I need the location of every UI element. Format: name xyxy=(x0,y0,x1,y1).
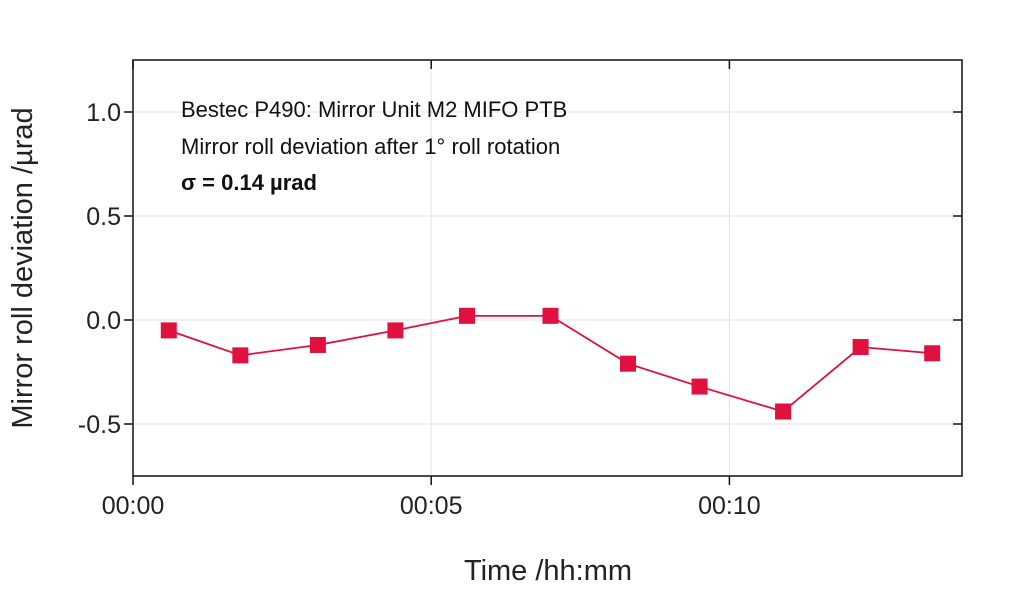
annotation-line-2: Mirror roll deviation after 1° roll rota… xyxy=(181,134,560,159)
x-tick-label: 00:00 xyxy=(102,492,165,520)
annotation-sigma: σ = 0.14 µrad xyxy=(181,170,317,195)
y-tick-label: 0.5 xyxy=(86,203,121,231)
y-axis-title: Mirror roll deviation /µrad xyxy=(7,107,39,428)
data-point xyxy=(309,336,326,353)
data-point xyxy=(232,347,249,364)
y-tick-label: 1.0 xyxy=(86,99,121,127)
grid xyxy=(132,60,962,476)
plot-frame xyxy=(132,59,963,477)
x-axis-title: Time /hh:mm xyxy=(464,555,632,587)
y-tick-label: 0.0 xyxy=(86,307,121,335)
data-point xyxy=(542,307,559,324)
data-point xyxy=(620,355,637,372)
series xyxy=(160,307,941,420)
y-axis-ticks: 1.0 0.5 0.0 -0.5 xyxy=(78,99,962,439)
x-tick-label: 00:10 xyxy=(698,492,761,520)
annotation-block: Bestec P490: Mirror Unit M2 MIFO PTB Mir… xyxy=(181,97,567,195)
x-tick-label: 00:05 xyxy=(400,492,463,520)
data-point xyxy=(775,403,792,420)
data-point xyxy=(691,378,708,395)
y-tick-label: -0.5 xyxy=(78,411,121,439)
data-point xyxy=(160,322,177,339)
series-line xyxy=(168,314,933,413)
data-point xyxy=(924,345,941,362)
annotation-line-1: Bestec P490: Mirror Unit M2 MIFO PTB xyxy=(181,97,567,122)
data-point xyxy=(458,307,475,324)
x-axis-ticks: 00:00 00:05 00:10 xyxy=(102,60,761,520)
data-point xyxy=(852,339,869,356)
data-point xyxy=(387,322,404,339)
